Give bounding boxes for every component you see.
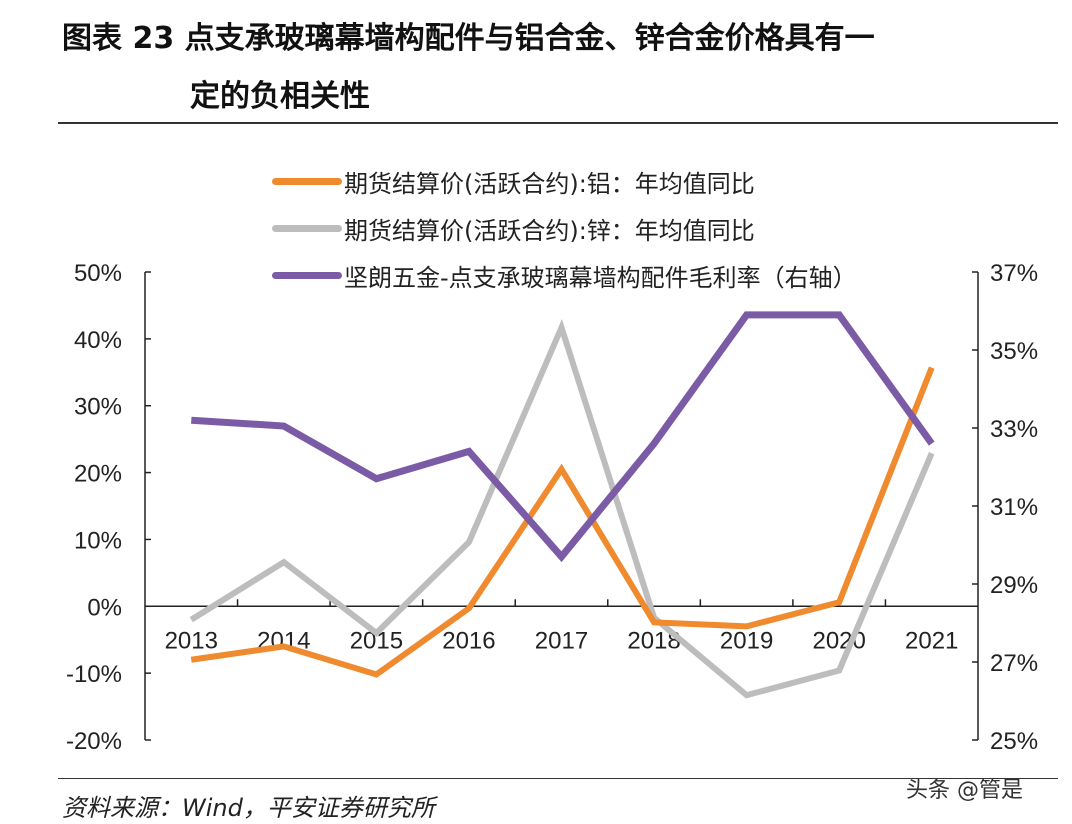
source-note: 资料来源：Wind，平安证券研究所	[62, 794, 435, 822]
y-left-tick-label: 30%	[74, 394, 122, 421]
y-left-tick-label: 10%	[74, 527, 122, 554]
top-rule	[58, 122, 1058, 124]
x-tick-label: 2013	[165, 627, 218, 654]
y-left-tick-label: 40%	[74, 327, 122, 354]
series-line-2	[191, 311, 935, 563]
y-left-tick-label: -10%	[66, 661, 122, 688]
y-left-tick-label: 50%	[74, 260, 122, 287]
y-right-tick-label: 33%	[990, 416, 1038, 443]
y-right-tick-label: 31%	[990, 494, 1038, 521]
legend: 期货结算价(活跃合约):铝：年均值同比 期货结算价(活跃合约):锌：年均值同比 …	[272, 158, 857, 299]
y-right-tick-label: 29%	[990, 572, 1038, 599]
x-tick-label: 2017	[535, 627, 588, 654]
x-tick-label: 2019	[720, 627, 773, 654]
watermark: 头条 @管是	[906, 778, 1023, 803]
title-line-2: 定的负相关性	[190, 79, 370, 114]
y-left-tick-label: -20%	[66, 728, 122, 755]
y-right-tick-label: 25%	[990, 728, 1038, 755]
y-left-tick-label: 0%	[87, 594, 122, 621]
legend-item-zinc: 期货结算价(活跃合约):锌：年均值同比	[272, 205, 857, 252]
x-tick-label: 2016	[442, 627, 495, 654]
y-left-tick-label: 20%	[74, 461, 122, 488]
y-right-tick-label: 35%	[990, 338, 1038, 365]
y-right-tick-label: 27%	[990, 650, 1038, 677]
legend-item-margin: 坚朗五金-点支承玻璃幕墙构配件毛利率（右轴）	[272, 252, 857, 299]
bottom-rule	[58, 778, 1058, 779]
y-right-tick-label: 37%	[990, 260, 1038, 287]
legend-item-aluminum: 期货结算价(活跃合约):铝：年均值同比	[272, 158, 857, 205]
chart-title: 图表 23 点支承玻璃幕墙构配件与铝合金、锌合金价格具有一 定的负相关性	[62, 10, 875, 126]
x-tick-label: 2021	[905, 627, 958, 654]
title-line-1: 图表 23 点支承玻璃幕墙构配件与铝合金、锌合金价格具有一	[62, 21, 875, 56]
